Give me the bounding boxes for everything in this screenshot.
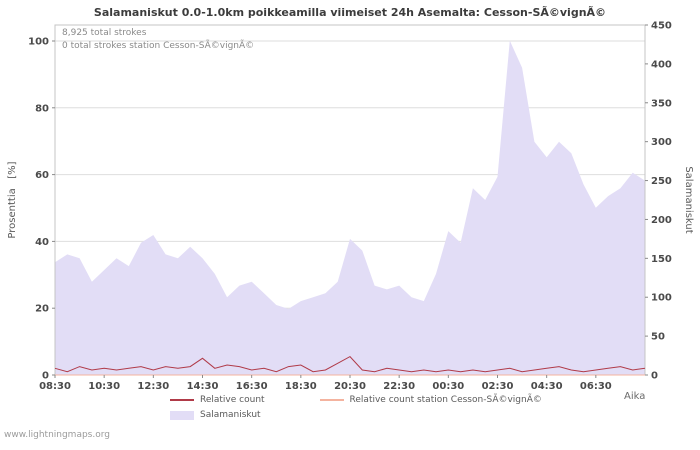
total-strokes-annotation: 8,925 total strokes	[62, 28, 147, 38]
legend-row-2: Salamaniskut	[170, 410, 542, 420]
y-right-tick-label: 350	[651, 98, 672, 109]
y-right-tick-label: 150	[651, 254, 672, 265]
x-tick-label: 06:30	[580, 381, 612, 392]
y-right-tick-label: 200	[651, 215, 672, 226]
area-series-salamaniskut	[55, 40, 645, 375]
y-left-tick-label: 100	[28, 37, 49, 48]
legend-item-relative-count: Relative count	[170, 395, 265, 405]
legend-label-relative-count-station: Relative count station Cesson-SÃ©vignÃ©	[349, 395, 542, 405]
relative-count-station-line-swatch	[319, 399, 344, 401]
x-tick-label: 04:30	[531, 381, 563, 392]
line-series-relative-count	[54, 355, 646, 373]
legend-label-relative-count: Relative count	[200, 395, 265, 405]
watermark: www.lightningmaps.org	[4, 430, 110, 440]
legend-item-relative-count-station: Relative count station Cesson-SÃ©vignÃ©	[319, 395, 542, 405]
legend-row-1: Relative count Relative count station Ce…	[170, 395, 542, 405]
y-left-tick-label: 80	[35, 103, 49, 114]
y-axis-label-right: Salamaniskut	[683, 166, 694, 234]
legend: Relative count Relative count station Ce…	[170, 395, 542, 420]
legend-item-salamaniskut: Salamaniskut	[170, 410, 261, 420]
y-right-tick-label: 100	[651, 293, 672, 304]
chart-title: Salamaniskut 0.0-1.0km poikkeamilla viim…	[93, 6, 607, 19]
x-tick-label: 08:30	[39, 381, 71, 392]
x-tick-label: 22:30	[383, 381, 415, 392]
relative-count-line-swatch	[170, 399, 194, 401]
y-left-tick-label: 40	[35, 237, 49, 248]
y-left-tick-label: 20	[35, 304, 49, 315]
salamaniskut-area-swatch	[170, 410, 194, 420]
x-axis-label: Aika	[624, 391, 646, 402]
y-right-tick-label: 50	[651, 332, 665, 343]
y-right-tick-label: 250	[651, 176, 672, 187]
y-left-tick-label: 0	[42, 371, 49, 382]
station-strokes-annotation: 0 total strokes station Cesson-SÃ©vignÃ©	[62, 41, 255, 51]
x-tick-label: 02:30	[482, 381, 514, 392]
y-right-tick-label: 400	[651, 59, 672, 70]
legend-label-salamaniskut: Salamaniskut	[200, 410, 261, 420]
x-tick-label: 00:30	[432, 381, 464, 392]
y-axis-label-left: Prosenttia [%]	[7, 161, 18, 239]
x-tick-label: 16:30	[236, 381, 268, 392]
y-right-tick-label: 0	[651, 371, 658, 382]
y-right-tick-label: 450	[651, 21, 672, 32]
y-left-tick-label: 60	[35, 170, 49, 181]
x-tick-label: 10:30	[88, 381, 120, 392]
x-tick-label: 20:30	[334, 381, 366, 392]
x-tick-label: 18:30	[285, 381, 317, 392]
x-tick-label: 14:30	[187, 381, 219, 392]
y-right-tick-label: 300	[651, 137, 672, 148]
x-tick-label: 12:30	[137, 381, 169, 392]
